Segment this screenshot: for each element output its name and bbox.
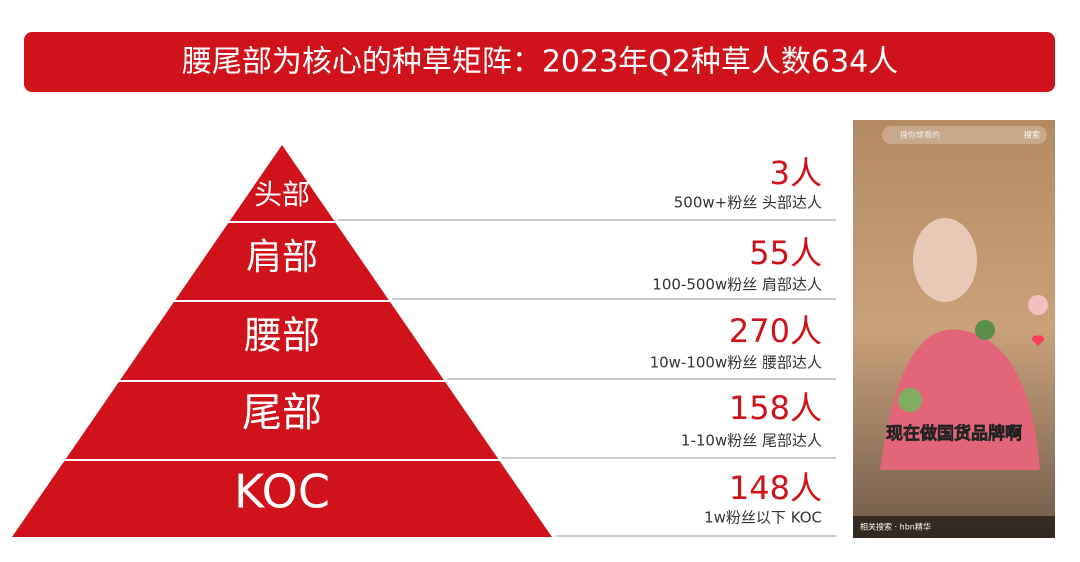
figure-head <box>913 218 977 302</box>
figure-dress <box>880 329 1040 470</box>
phone-bg <box>853 120 1055 538</box>
search-placeholder: 搜你想看的 <box>900 130 940 140</box>
related-bar <box>853 516 1055 538</box>
pyramid-layer <box>12 461 552 537</box>
dress-pattern <box>975 320 995 340</box>
level-count: 158人 <box>729 389 822 427</box>
avatar <box>1028 295 1048 315</box>
phone-screenshot: 搜你想看的 搜索 现在做国货品牌啊 相关搜索 · hbn精华 <box>853 120 1055 538</box>
level-desc: 500w+粉丝 头部达人 <box>674 194 822 212</box>
layer-label: 肩部 <box>246 237 318 278</box>
layer-label: KOC <box>234 465 330 519</box>
like-icon[interactable] <box>1031 335 1045 346</box>
pyramid-layer <box>65 382 499 459</box>
search-box <box>882 126 1047 144</box>
related-search[interactable]: 相关搜索 · hbn精华 <box>860 522 931 532</box>
pyramid-layer <box>175 223 389 300</box>
layer-label: 尾部 <box>242 390 322 436</box>
header-bar <box>24 32 1055 92</box>
layer-label: 腰部 <box>244 314 320 358</box>
level-count: 148人 <box>729 469 822 507</box>
video-caption: 现在做国货品牌啊 <box>886 423 1022 444</box>
level-desc: 10w-100w粉丝 腰部达人 <box>650 354 822 372</box>
level-count: 3人 <box>770 154 822 192</box>
search-button[interactable]: 搜索 <box>1024 130 1040 140</box>
level-desc: 100-500w粉丝 肩部达人 <box>652 276 822 294</box>
dress-pattern <box>898 388 922 412</box>
level-desc: 1w粉丝以下 KOC <box>704 509 822 527</box>
level-count: 270人 <box>729 312 822 350</box>
level-count: 55人 <box>749 234 822 272</box>
pyramid-layer <box>229 145 335 221</box>
layer-label: 头部 <box>254 178 310 211</box>
header-title: 腰尾部为核心的种草矩阵：2023年Q2种草人数634人 <box>182 45 898 80</box>
level-desc: 1-10w粉丝 尾部达人 <box>681 432 822 450</box>
pyramid-layer <box>120 302 444 380</box>
